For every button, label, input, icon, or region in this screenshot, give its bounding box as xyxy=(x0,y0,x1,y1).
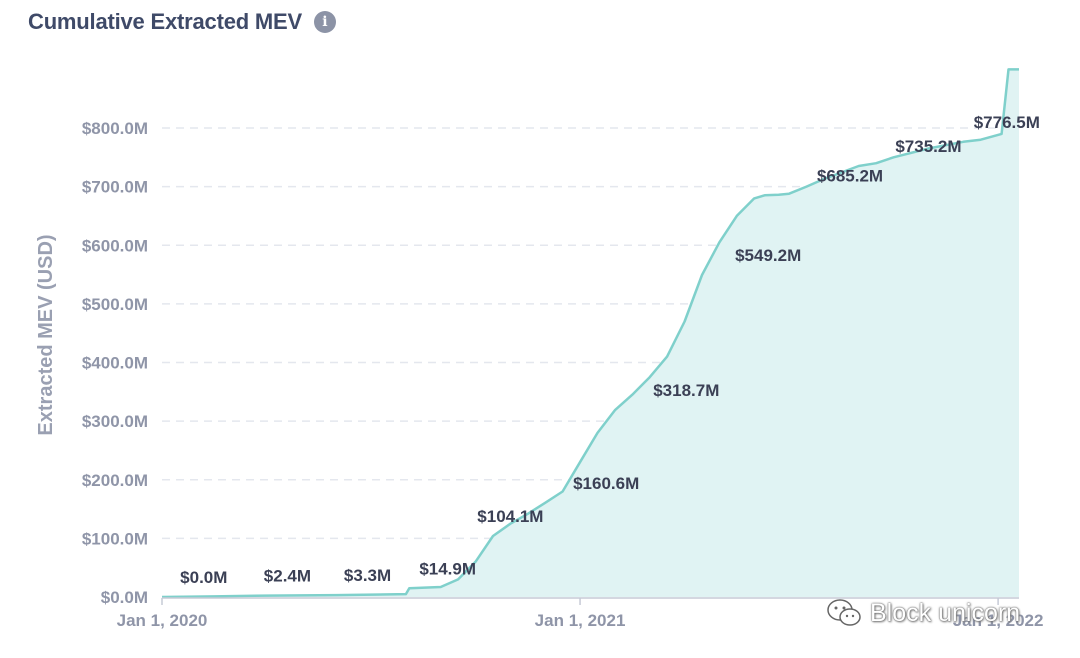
chart-header: Cumulative Extracted MEV i xyxy=(28,6,336,38)
y-axis-title: Extracted MEV (USD) xyxy=(35,234,57,435)
info-icon[interactable]: i xyxy=(313,11,336,33)
axes xyxy=(161,597,1019,605)
data-label: $3.3M xyxy=(344,566,391,585)
y-tick-label: $300.0M xyxy=(82,412,148,431)
data-label: $776.5M xyxy=(974,113,1040,132)
y-tick-label: $0.0M xyxy=(101,588,148,607)
watermark-text: Block unicorn xyxy=(870,598,1021,627)
data-label: $549.2M xyxy=(735,246,801,265)
chart-title: Cumulative Extracted MEV xyxy=(28,9,302,34)
data-label: $0.0M xyxy=(180,568,227,587)
x-tick-labels: Jan 1, 2020 Jan 1, 2021 Jan 1, 2022 xyxy=(117,611,1044,630)
series-area-fill xyxy=(162,69,1019,597)
y-tick-label: $400.0M xyxy=(82,354,148,373)
data-label: $735.2M xyxy=(895,137,961,156)
y-tick-labels: $0.0M $100.0M $200.0M $300.0M $400.0M $500.0M… xyxy=(82,119,148,607)
y-tick-label: $500.0M xyxy=(82,295,148,314)
x-tick-label: Jan 1, 2022 xyxy=(953,611,1044,630)
data-label: $104.1M xyxy=(477,507,543,526)
data-label: $160.6M xyxy=(573,474,639,493)
data-label: $685.2M xyxy=(817,166,883,185)
x-tick-label: Jan 1, 2020 xyxy=(117,611,208,630)
y-tick-label: $700.0M xyxy=(82,178,148,197)
wechat-icon xyxy=(827,599,861,626)
data-labels: $0.0M $2.4M $3.3M $14.9M $104.1M $160.6M $318.… xyxy=(180,113,1040,587)
y-tick-label: $200.0M xyxy=(82,471,148,490)
watermark: Block unicorn xyxy=(826,596,1020,630)
y-tick-label: $100.0M xyxy=(82,529,148,548)
data-label: $318.7M xyxy=(653,381,719,400)
area-layer xyxy=(161,68,1019,599)
series-line xyxy=(161,68,1019,599)
data-label: $14.9M xyxy=(419,559,476,578)
y-tick-label: $600.0M xyxy=(82,236,148,255)
x-tick-label: Jan 1, 2021 xyxy=(535,611,626,630)
data-label: $2.4M xyxy=(264,567,311,586)
y-tick-label: $800.0M xyxy=(82,119,148,138)
